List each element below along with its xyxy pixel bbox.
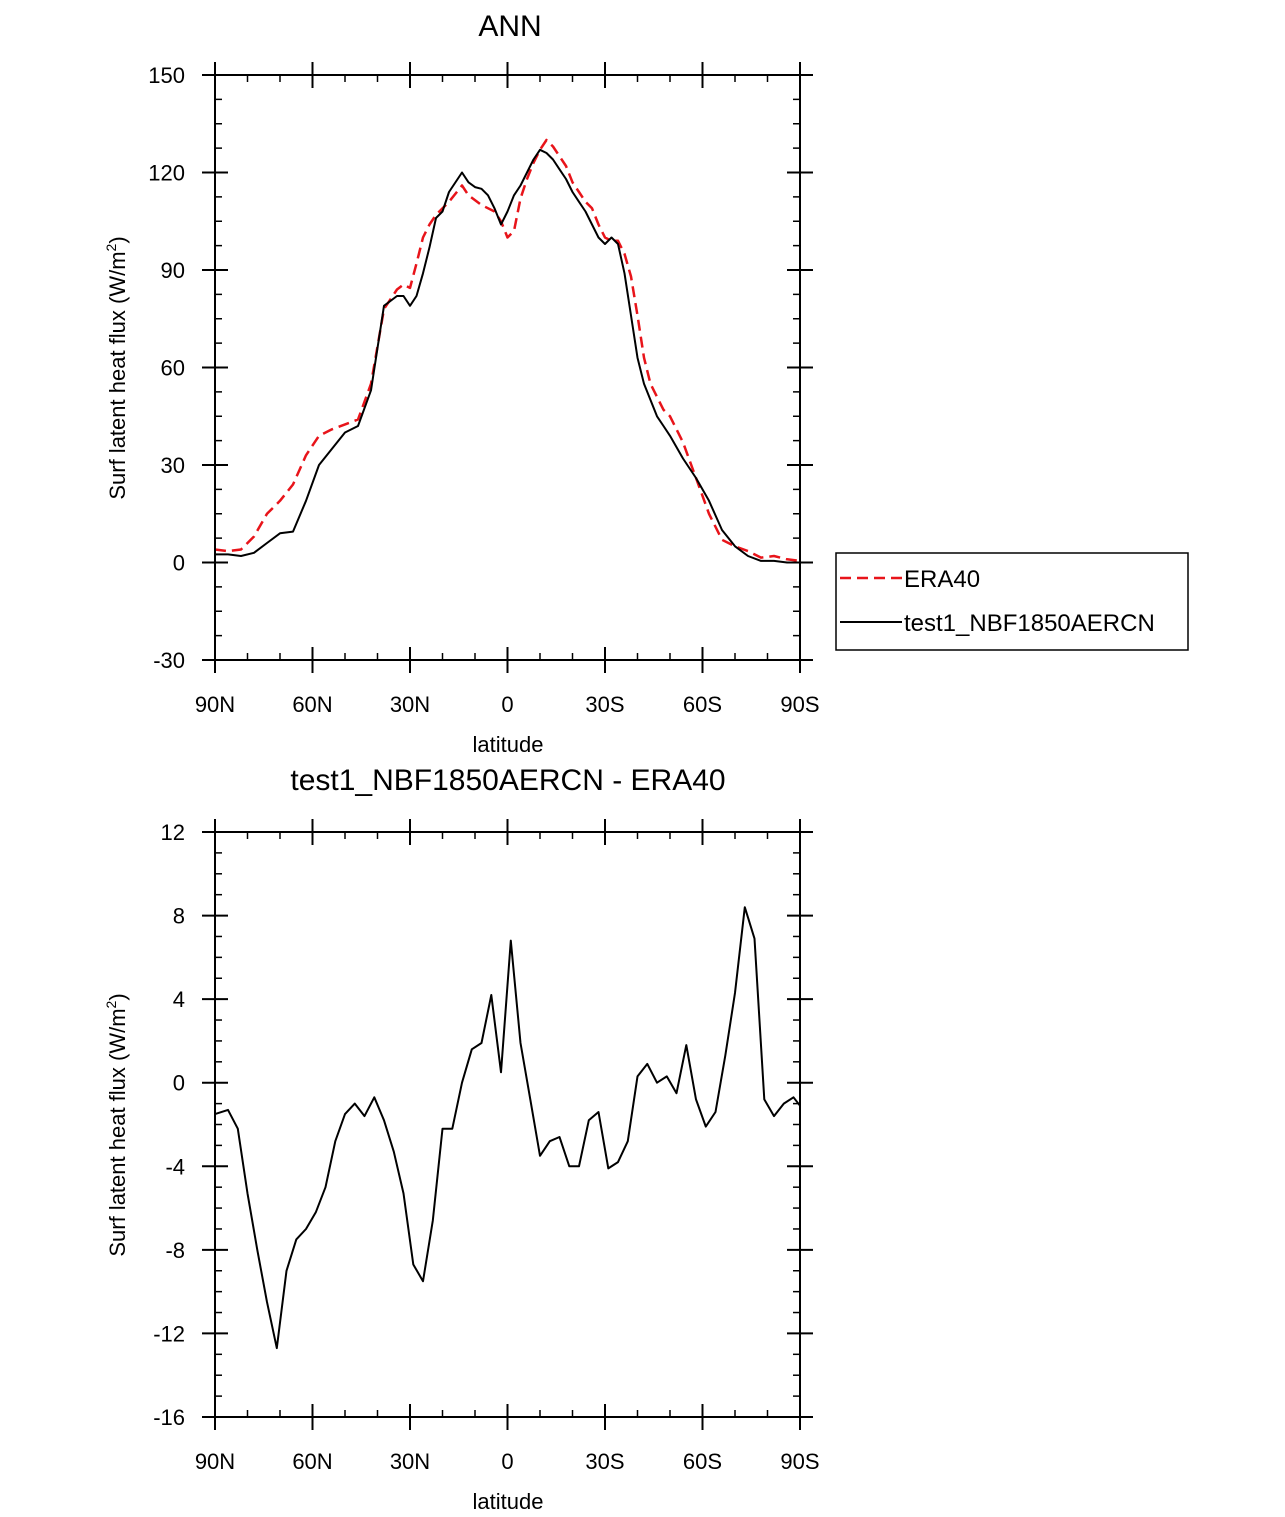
y-tick-label: -4	[165, 1154, 185, 1179]
x-tick-label: 30S	[585, 692, 624, 717]
y-tick-label: 60	[161, 356, 185, 381]
y-axis-label: Surf latent heat flux (W/m2)	[103, 993, 130, 1256]
x-tick-label: 30N	[390, 1449, 430, 1474]
y-tick-label: 0	[173, 1071, 185, 1096]
y-tick-label: -30	[153, 648, 185, 673]
chart-annual: ANN -30 0 30 60 90 120 150 90N 60N 30N 0 30S 60S 90S…	[103, 10, 1189, 757]
y-tick-label: -12	[153, 1321, 185, 1346]
y-axis-label-close: )	[105, 236, 130, 243]
x-tick-label: 30S	[585, 1449, 624, 1474]
x-tick-label: 90S	[780, 692, 819, 717]
y-tick-label: 150	[148, 63, 185, 88]
y-axis-label: Surf latent heat flux (W/m2)	[103, 236, 130, 499]
y-tick-label: 8	[173, 904, 185, 929]
y-tick-label: -8	[165, 1238, 185, 1263]
chart-title: ANN	[478, 10, 541, 43]
x-tick-label: 90N	[195, 1449, 235, 1474]
plot-series	[214, 138, 801, 564]
plot-frame	[214, 74, 801, 661]
y-tick-label: 30	[161, 453, 185, 478]
legend-box	[835, 552, 1189, 651]
x-axis-label: latitude	[473, 732, 544, 757]
y-axis-ticks: -16 -12 -8 -4 0 4 8 12	[153, 820, 813, 1430]
y-axis-ticks: -30 0 30 60 90 120 150	[148, 63, 813, 673]
x-tick-label: 60S	[683, 1449, 722, 1474]
series-line-test1-nbf1850aercn-era40	[214, 906, 801, 1350]
x-axis-label: latitude	[473, 1489, 544, 1514]
y-axis-label-close: )	[105, 993, 130, 1000]
y-tick-label: 4	[173, 987, 185, 1012]
y-axis-label-text: Surf latent heat flux (W/m	[105, 1008, 130, 1256]
y-axis-label-text: Surf latent heat flux (W/m	[105, 251, 130, 499]
x-tick-label: 90N	[195, 692, 235, 717]
legend: ERA40 test1_NBF1850AERCN	[835, 552, 1189, 651]
legend-label-era40: ERA40	[904, 566, 980, 593]
chart-title: test1_NBF1850AERCN - ERA40	[290, 764, 725, 797]
legend-label-test1: test1_NBF1850AERCN	[904, 610, 1155, 637]
x-tick-label: 0	[501, 1449, 513, 1474]
x-tick-label: 30N	[390, 692, 430, 717]
x-tick-label: 60S	[683, 692, 722, 717]
x-tick-label: 0	[501, 692, 513, 717]
y-tick-label: 90	[161, 258, 185, 283]
y-tick-label: -16	[153, 1405, 185, 1430]
chart-difference: test1_NBF1850AERCN - ERA40 -16 -12 -8 -4 0 4 8…	[103, 764, 820, 1514]
plot-series	[214, 906, 801, 1350]
plot-frame	[214, 831, 801, 1418]
x-axis-ticks: 90N 60N 30N 0 30S 60S 90S	[195, 62, 820, 717]
series-line-era40	[214, 138, 801, 563]
y-tick-label: 0	[173, 551, 185, 576]
x-tick-label: 60N	[292, 692, 332, 717]
y-tick-label: 12	[161, 820, 185, 845]
y-tick-label: 120	[148, 161, 185, 186]
y-axis-label-sup: 2	[103, 1000, 119, 1008]
x-axis-ticks: 90N 60N 30N 0 30S 60S 90S	[195, 819, 820, 1474]
x-tick-label: 60N	[292, 1449, 332, 1474]
x-tick-label: 90S	[780, 1449, 819, 1474]
series-line-test1-nbf1850aercn	[215, 148, 800, 564]
y-axis-label-sup: 2	[103, 243, 119, 251]
